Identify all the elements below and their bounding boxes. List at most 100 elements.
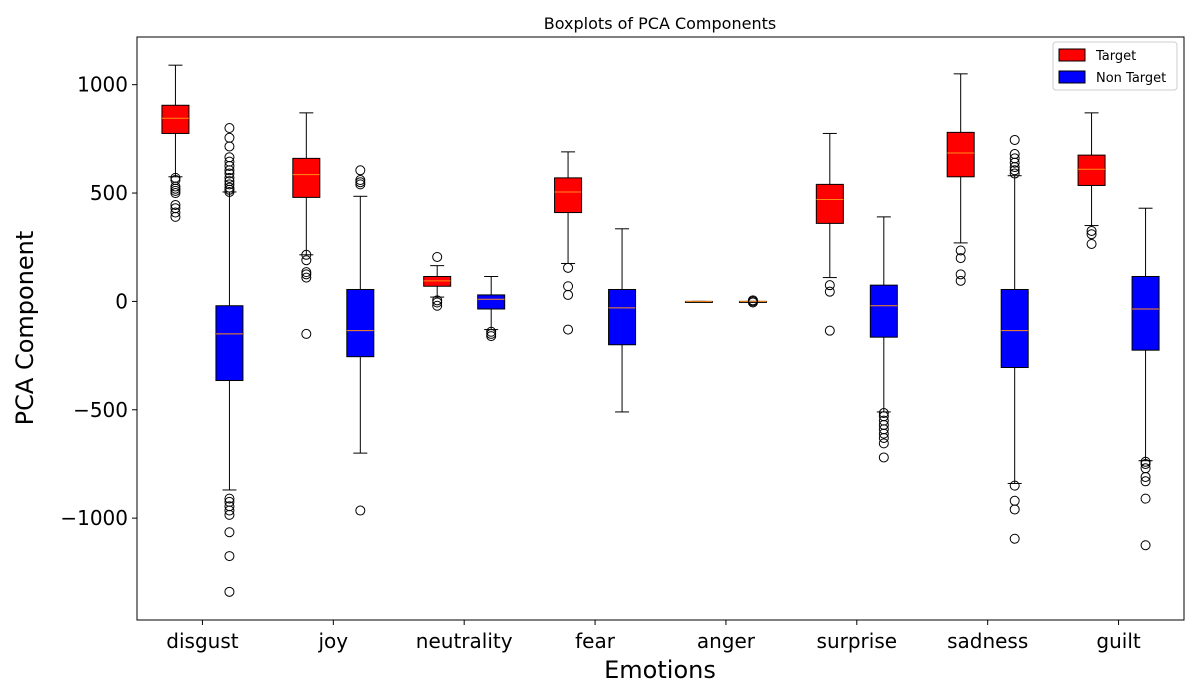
legend-swatch-non-target (1058, 70, 1086, 84)
outlier-point (878, 438, 889, 449)
outlier-point (1009, 533, 1020, 544)
outlier-point (224, 132, 235, 143)
outlier-point (301, 255, 312, 266)
outlier-point (563, 289, 574, 300)
outlier-point (224, 168, 235, 179)
box-non-target-disgust (215, 123, 244, 597)
outlier-point (1009, 134, 1020, 145)
box-iqr (1000, 288, 1029, 369)
box-target-anger (684, 300, 713, 303)
y-tick-label: 0 (115, 289, 128, 313)
box-target-disgust (161, 64, 190, 222)
outlier-point (301, 272, 312, 283)
outlier-point (955, 269, 966, 280)
outlier-point (955, 245, 966, 256)
box-iqr (554, 177, 583, 214)
box-iqr (608, 288, 637, 346)
box-iqr (1077, 154, 1106, 186)
outlier-point (301, 249, 312, 260)
outlier-point (224, 496, 235, 507)
box-iqr (1131, 275, 1160, 351)
box-target-sadness (946, 73, 975, 286)
outlier-point (355, 505, 366, 516)
outlier-point (824, 286, 835, 297)
box-iqr (815, 183, 844, 224)
axes-frame (136, 36, 1185, 621)
outlier-point (170, 203, 181, 214)
y-axis: 1000 500 0 −500 −1000 (60, 73, 137, 530)
outlier-point (486, 326, 497, 337)
outlier-point (563, 324, 574, 335)
legend-entry-non-target: Non Target (1096, 71, 1166, 86)
box-target-neutrality (423, 251, 452, 311)
box-iqr (946, 131, 975, 178)
outlier-point (824, 325, 835, 336)
x-tick-label-neutrality: neutrality (416, 629, 513, 653)
outlier-point (432, 295, 443, 306)
outlier-point (224, 493, 235, 504)
outlier-point (432, 300, 443, 311)
x-tick-label-sadness: sadness (947, 629, 1028, 653)
outlier-point (1009, 149, 1020, 160)
x-tick-label-fear: fear (575, 629, 616, 653)
box-non-target-surprise (869, 216, 898, 463)
outlier-point (563, 262, 574, 273)
outlier-point (224, 551, 235, 562)
outlier-point (1086, 229, 1097, 240)
outlier-point (355, 175, 366, 186)
box-iqr (292, 157, 321, 198)
outlier-point (224, 179, 235, 190)
plot-area (161, 64, 1160, 597)
outlier-point (824, 280, 835, 291)
outlier-point (1086, 225, 1097, 236)
x-tick-label-joy: joy (317, 629, 348, 653)
outlier-point (224, 172, 235, 183)
box-iqr (423, 275, 452, 287)
outlier-point (301, 328, 312, 339)
outlier-point (955, 275, 966, 286)
outlier-point (1140, 463, 1151, 474)
box-target-joy (292, 112, 321, 339)
outlier-point (563, 281, 574, 292)
x-tick-label-anger: anger (697, 629, 756, 653)
outlier-point (747, 295, 758, 306)
outlier-point (224, 141, 235, 152)
box-non-target-anger (738, 295, 767, 308)
outlier-point (878, 411, 889, 422)
outlier-point (224, 182, 235, 193)
outlier-point (878, 452, 889, 463)
outlier-point (224, 152, 235, 163)
outlier-point (224, 501, 235, 512)
box-non-target-guilt (1131, 207, 1160, 551)
box-non-target-joy (346, 165, 375, 516)
box-iqr (869, 284, 898, 338)
outlier-point (878, 415, 889, 426)
y-tick-label: 1000 (77, 73, 128, 97)
outlier-point (170, 172, 181, 183)
x-axis-label: Emotions (604, 656, 716, 684)
legend: Target Non Target (1052, 41, 1178, 91)
box-target-fear (554, 151, 583, 335)
outlier-point (1086, 238, 1097, 249)
box-iqr (477, 294, 506, 310)
outlier-point (432, 251, 443, 262)
outlier-point (301, 267, 312, 278)
outlier-point (486, 328, 497, 339)
outlier-point (1140, 540, 1151, 551)
y-tick-label: −500 (73, 398, 128, 422)
outlier-point (1140, 456, 1151, 467)
y-tick-label: −1000 (60, 506, 128, 530)
outlier-point (1140, 493, 1151, 504)
chart-title: Boxplots of PCA Components (544, 14, 776, 33)
outlier-point (1140, 476, 1151, 487)
x-tick-label-surprise: surprise (817, 629, 898, 653)
y-axis-label: PCA Component (11, 231, 39, 426)
outlier-point (224, 176, 235, 187)
outlier-point (878, 408, 889, 419)
box-target-guilt (1077, 112, 1106, 249)
outlier-point (170, 207, 181, 218)
outlier-point (955, 253, 966, 264)
outlier-point (1009, 168, 1020, 179)
box-iqr (215, 305, 244, 382)
outlier-point (224, 586, 235, 597)
